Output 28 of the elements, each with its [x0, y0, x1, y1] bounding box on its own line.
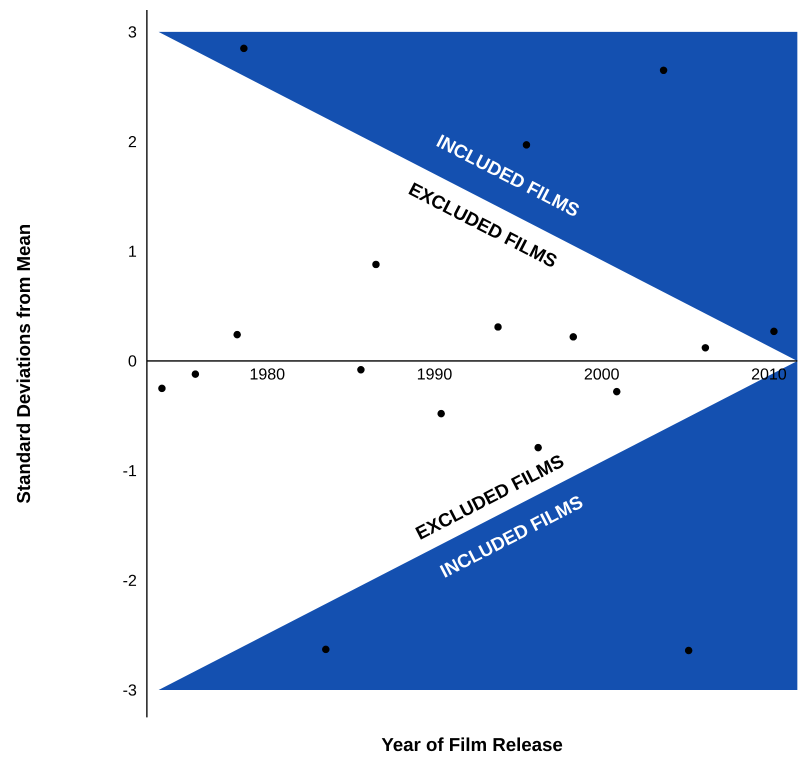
point [702, 344, 710, 352]
point [684, 646, 692, 654]
y-tick-label: 0 [128, 355, 136, 366]
point [192, 370, 200, 378]
point [322, 645, 330, 653]
x-tick-label: 1990 [418, 368, 452, 380]
y-tick-label: 2 [128, 136, 136, 147]
x-axis-title: Year of Film Release [382, 737, 562, 751]
y-tick-label: 1 [129, 246, 136, 257]
point [233, 330, 241, 338]
point [613, 388, 620, 396]
y-tick-label: -3 [123, 684, 136, 696]
y-axis-title: Standard Deviations from Mean [16, 224, 30, 503]
point [158, 384, 166, 392]
point [357, 366, 365, 374]
point [494, 323, 502, 330]
point [372, 260, 380, 268]
x-tick-label: 1980 [250, 368, 284, 380]
point [660, 66, 668, 74]
point [534, 444, 542, 452]
point [770, 327, 778, 335]
y-tick-label: -1 [123, 464, 136, 476]
point [437, 410, 445, 418]
y-tick-label: -2 [123, 574, 136, 586]
point [240, 44, 248, 52]
y-tick-label: 3 [128, 26, 136, 38]
x-tick-label: 2000 [584, 368, 619, 380]
point [570, 332, 578, 340]
